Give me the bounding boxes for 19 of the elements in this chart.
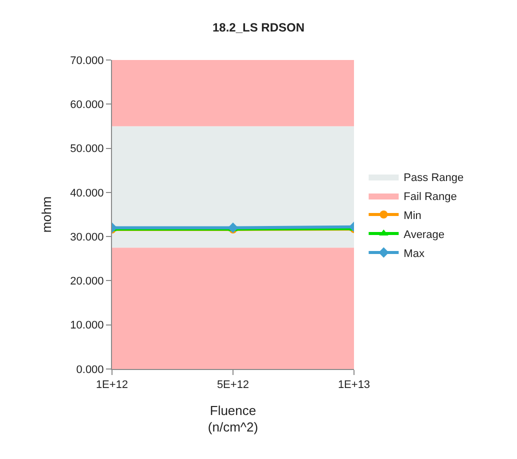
y-tick-label: 20.000 [70,276,104,288]
legend-label: Min [404,210,422,222]
y-tick-label: 0.000 [76,364,104,376]
y-tick-label: 10.000 [70,320,104,332]
y-tick-label: 50.000 [70,143,104,156]
x-tick-label: 1E+12 [96,379,128,392]
y-tick-label: 70.000 [70,54,104,67]
legend-label: Average [404,228,444,241]
legend-label: Pass Range [404,172,464,184]
x-tick-label: 1E+13 [338,379,370,392]
y-tick-label: 60.000 [70,98,104,111]
x-tick-label: 5E+12 [216,379,250,392]
chart-title: 18.2_LS RDSON [212,20,305,34]
legend-label: Max [404,248,425,260]
y-tick-label: 30.000 [70,231,104,244]
x-axis-title: Fluence (n/cm^2) [208,402,258,435]
legend-label: Fail Range [404,190,457,203]
y-tick-label: 40.000 [70,187,104,200]
y-axis-title: mohm [39,196,54,233]
